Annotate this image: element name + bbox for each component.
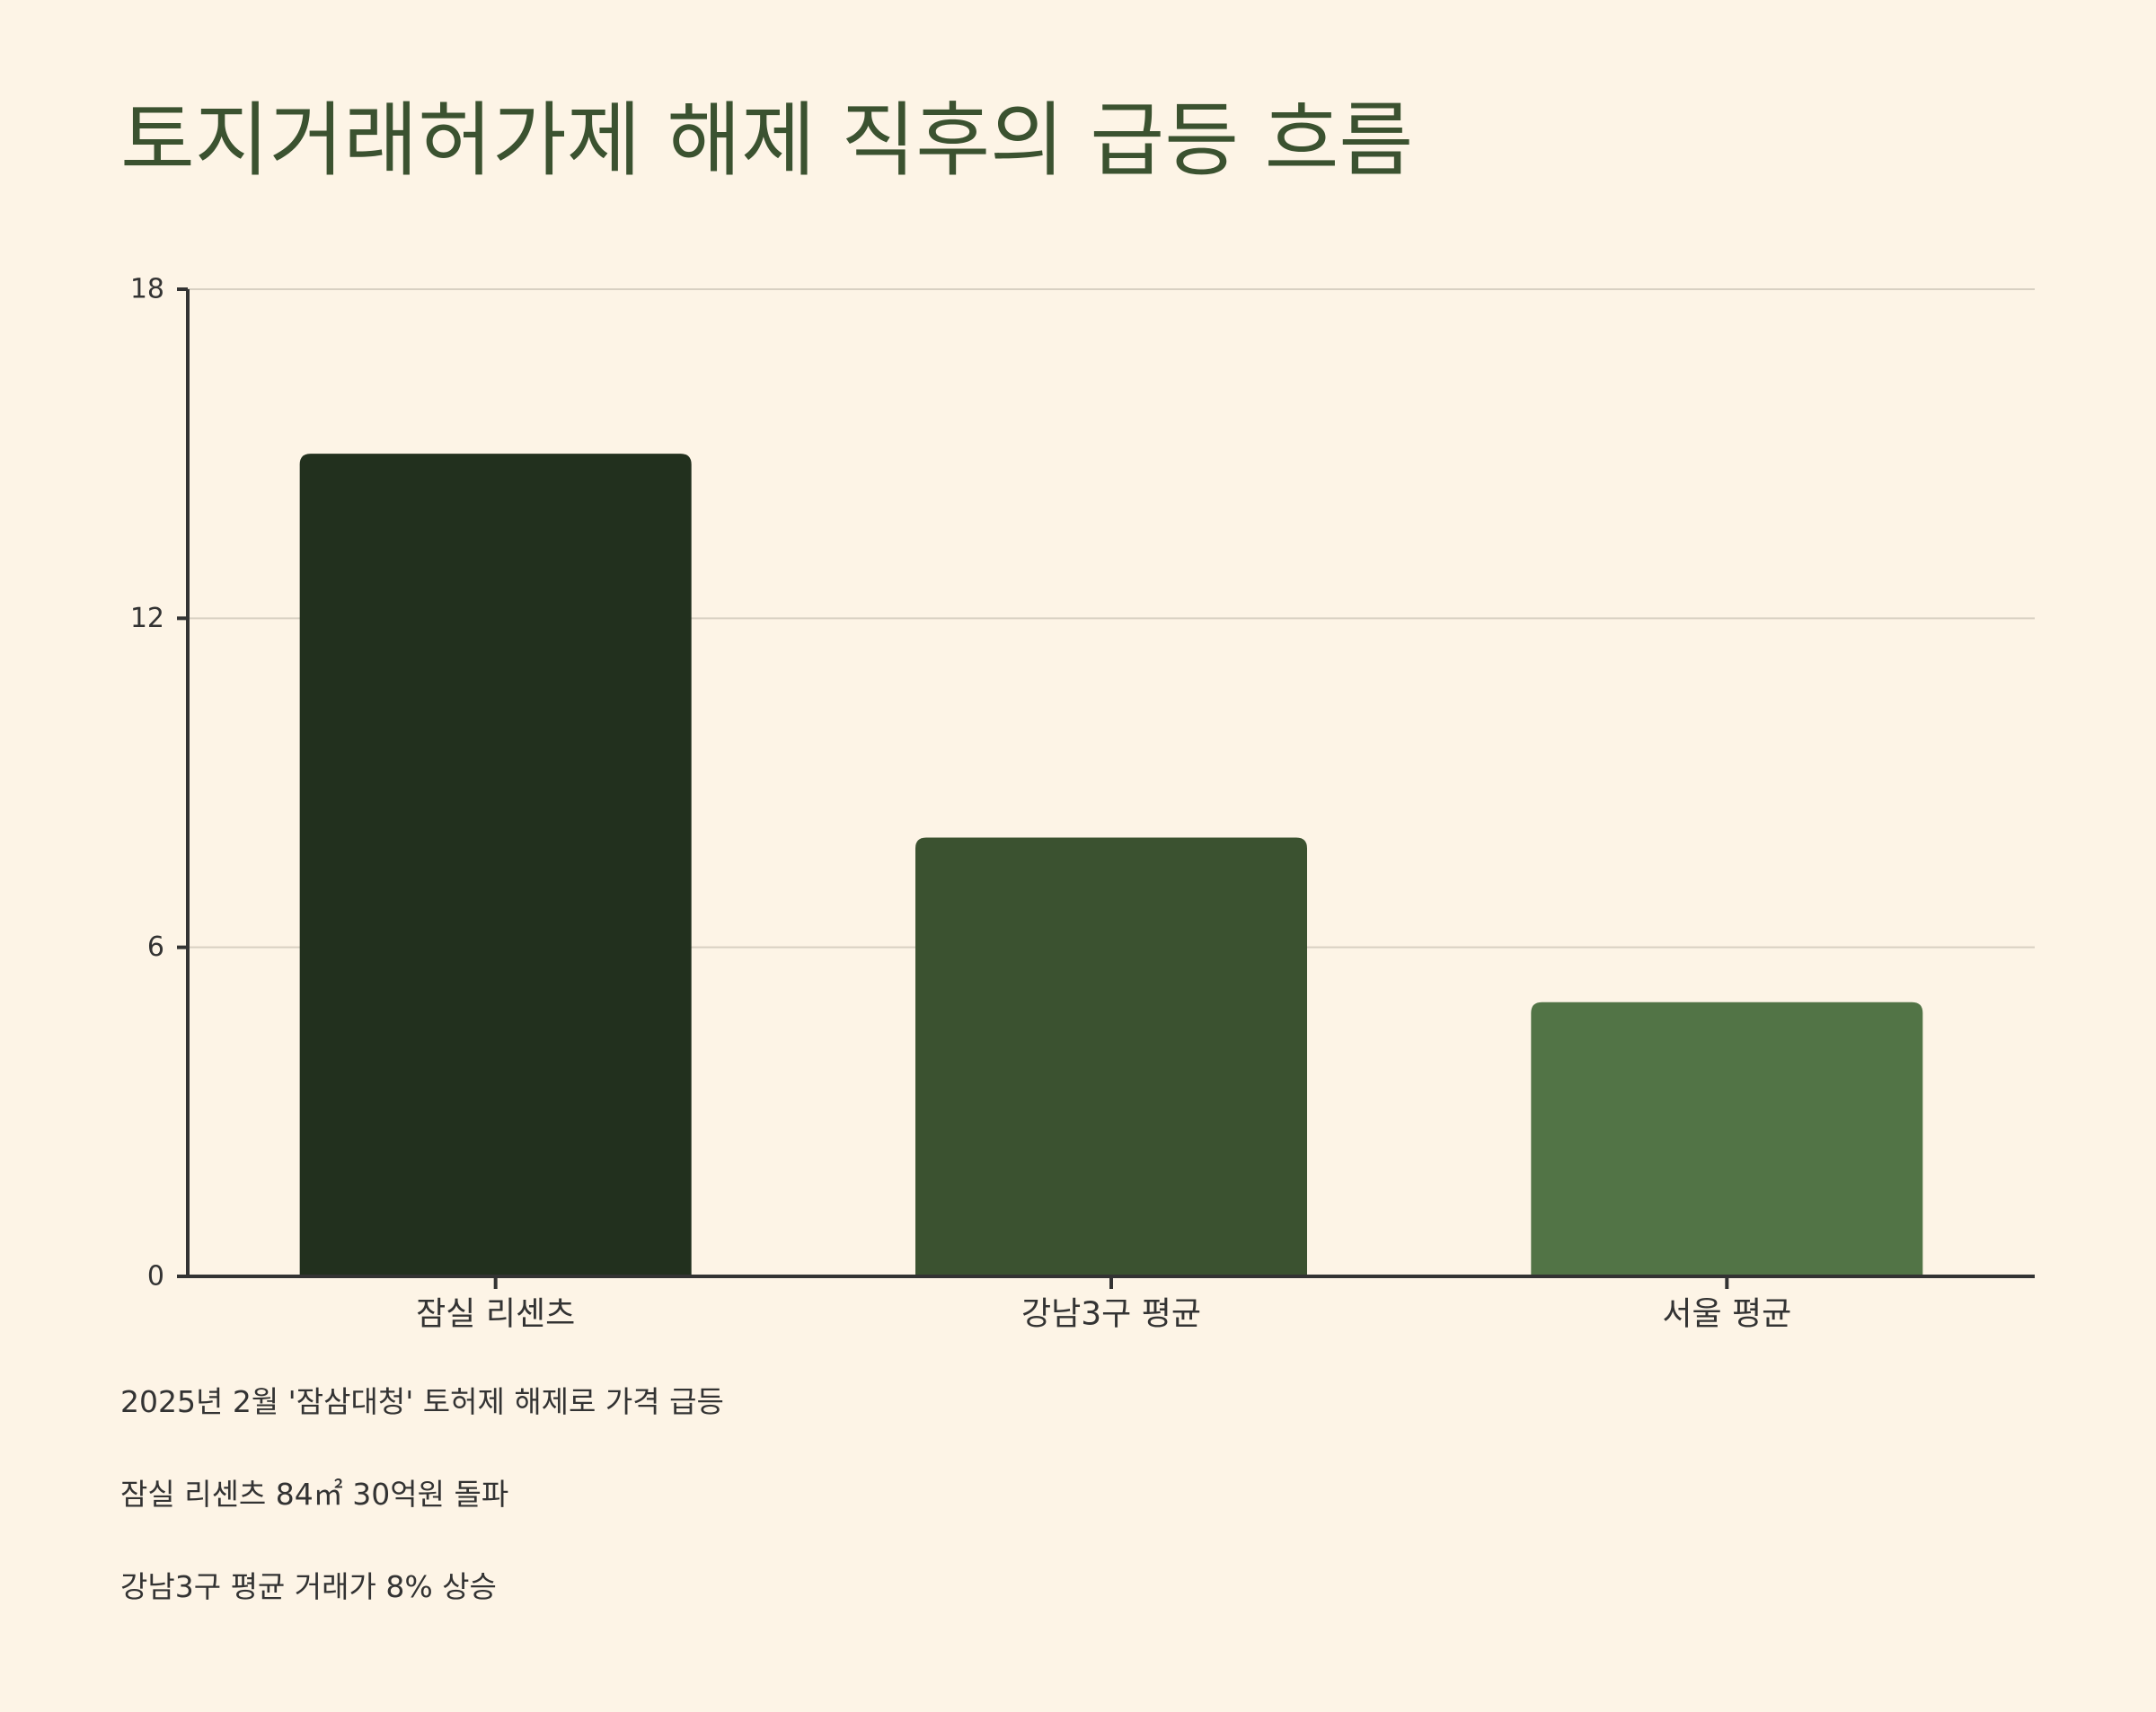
x-tick-label: 강남3구 평균 [1021, 1296, 1201, 1333]
y-tick-label: 18 [130, 274, 164, 305]
note-item: 2025년 2월 '잠삼대청' 토허제 해제로 가격 급등 [120, 1384, 724, 1419]
bar [915, 837, 1307, 1276]
y-tick-label: 0 [147, 1261, 164, 1293]
chart-title: 토지거래허가제 해제 직후의 급등 흐름 [120, 93, 1414, 188]
x-tick-label: 잠실 리센츠 [416, 1296, 575, 1333]
tick-labels: 0 6 12 18 잠실 리센츠 강남3구 평균 서울 평균 [130, 274, 1791, 1333]
note-item: 강남3구 평균 거래가 8% 상승 [120, 1569, 497, 1604]
note-item: 잠실 리센츠 84㎡ 30억원 돌파 [120, 1477, 509, 1512]
bar [1531, 1002, 1923, 1276]
x-tick-label: 서울 평균 [1662, 1296, 1791, 1333]
y-tick-label: 6 [147, 931, 164, 963]
ticks [177, 287, 1729, 1289]
y-tick-label: 12 [130, 603, 164, 634]
bars [299, 454, 1923, 1277]
bar [299, 454, 692, 1277]
